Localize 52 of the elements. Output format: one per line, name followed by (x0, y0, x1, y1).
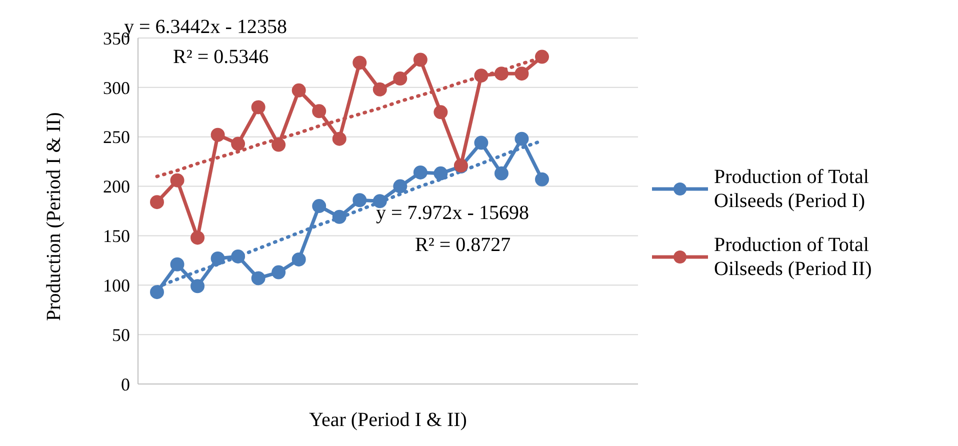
point (474, 68, 488, 83)
y-axis-title: Production (Period I & II) (43, 112, 66, 321)
point (210, 251, 225, 266)
y-tick-label: 250 (103, 127, 130, 148)
point (413, 52, 428, 67)
y-tick-label: 100 (103, 276, 130, 296)
point (535, 172, 549, 186)
point (170, 257, 184, 272)
point (393, 72, 408, 86)
point (251, 100, 266, 114)
point (514, 132, 529, 146)
point (231, 136, 246, 151)
point (190, 230, 205, 245)
point (190, 279, 205, 294)
point (352, 193, 367, 208)
point (312, 199, 326, 214)
point (494, 166, 508, 180)
annotation: y = 7.972x - 15698 (376, 202, 529, 225)
point (251, 271, 266, 286)
y-tick-label: 300 (103, 78, 130, 98)
point (434, 166, 448, 180)
point (231, 249, 246, 264)
legend-label: Production of Total Oilseeds (Period II) (714, 233, 873, 281)
point (434, 105, 448, 120)
point (332, 132, 346, 146)
annotation: R² = 0.8727 (415, 234, 511, 257)
point (292, 83, 306, 98)
point (312, 104, 326, 118)
point (535, 50, 549, 64)
point (393, 179, 408, 194)
point (352, 56, 367, 70)
point (272, 138, 286, 152)
point (372, 194, 387, 208)
y-tick-label: 200 (103, 176, 130, 197)
point (170, 173, 184, 188)
point (474, 136, 488, 150)
point (494, 66, 508, 81)
point (514, 66, 529, 81)
point (150, 285, 164, 300)
point (210, 128, 225, 142)
point (272, 265, 286, 280)
point (292, 252, 306, 266)
point (372, 82, 387, 96)
annotation: R² = 0.5346 (173, 46, 269, 69)
x-axis-title: Year (Period I & II) (309, 409, 467, 431)
y-tick-label: 50 (112, 324, 130, 345)
point (150, 195, 164, 210)
legend-label: Production of Total Oilseeds (Period I) (714, 165, 870, 213)
y-tick-label: 0 (121, 374, 130, 394)
point (332, 210, 346, 224)
point (413, 165, 428, 180)
y-tick-label: 150 (103, 226, 130, 246)
